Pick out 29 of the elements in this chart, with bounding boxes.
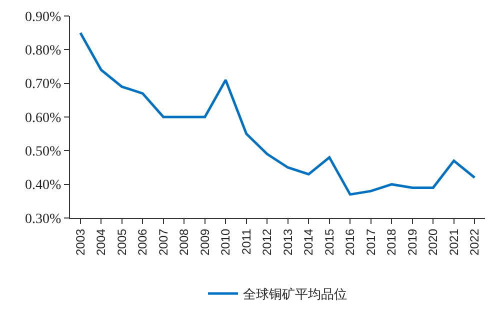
x-tick-label: 2008 — [177, 228, 192, 256]
x-tick-label: 2010 — [218, 228, 233, 256]
x-tick-label: 2005 — [114, 228, 129, 256]
x-tick-label: 2013 — [280, 228, 295, 256]
x-tick-label: 2012 — [260, 228, 274, 256]
x-tick-label: 2006 — [136, 228, 150, 256]
x-tick-label: 2021 — [446, 228, 461, 256]
y-tick-label: 0.50% — [25, 144, 62, 160]
y-tick-label: 0.60% — [25, 110, 62, 126]
x-tick-label: 2004 — [94, 228, 108, 256]
x-tick-label: 2015 — [322, 228, 336, 256]
x-tick-label: 2011 — [239, 228, 254, 255]
x-tick-label: 2022 — [468, 228, 482, 256]
x-tick-label: 2009 — [198, 228, 212, 256]
x-tick-label: 2017 — [364, 228, 378, 256]
y-tick-label: 0.70% — [25, 77, 62, 92]
y-tick-label: 0.30% — [25, 212, 62, 227]
x-tick-label: 2019 — [405, 228, 420, 256]
x-tick-label: 2018 — [384, 228, 399, 256]
y-tick-label: 0.90% — [25, 10, 62, 25]
x-tick-label: 2020 — [426, 228, 440, 256]
y-tick-label: 0.40% — [25, 178, 62, 194]
line-series — [79, 32, 476, 196]
y-tick-label: 0.80% — [25, 44, 62, 59]
legend-label: 全球铜矿平均品位 — [243, 286, 347, 302]
x-tick-label: 2016 — [343, 228, 358, 256]
x-tick-label: 2007 — [156, 228, 170, 256]
x-tick-label: 2003 — [73, 228, 88, 256]
x-tick-label: 2014 — [302, 228, 316, 256]
